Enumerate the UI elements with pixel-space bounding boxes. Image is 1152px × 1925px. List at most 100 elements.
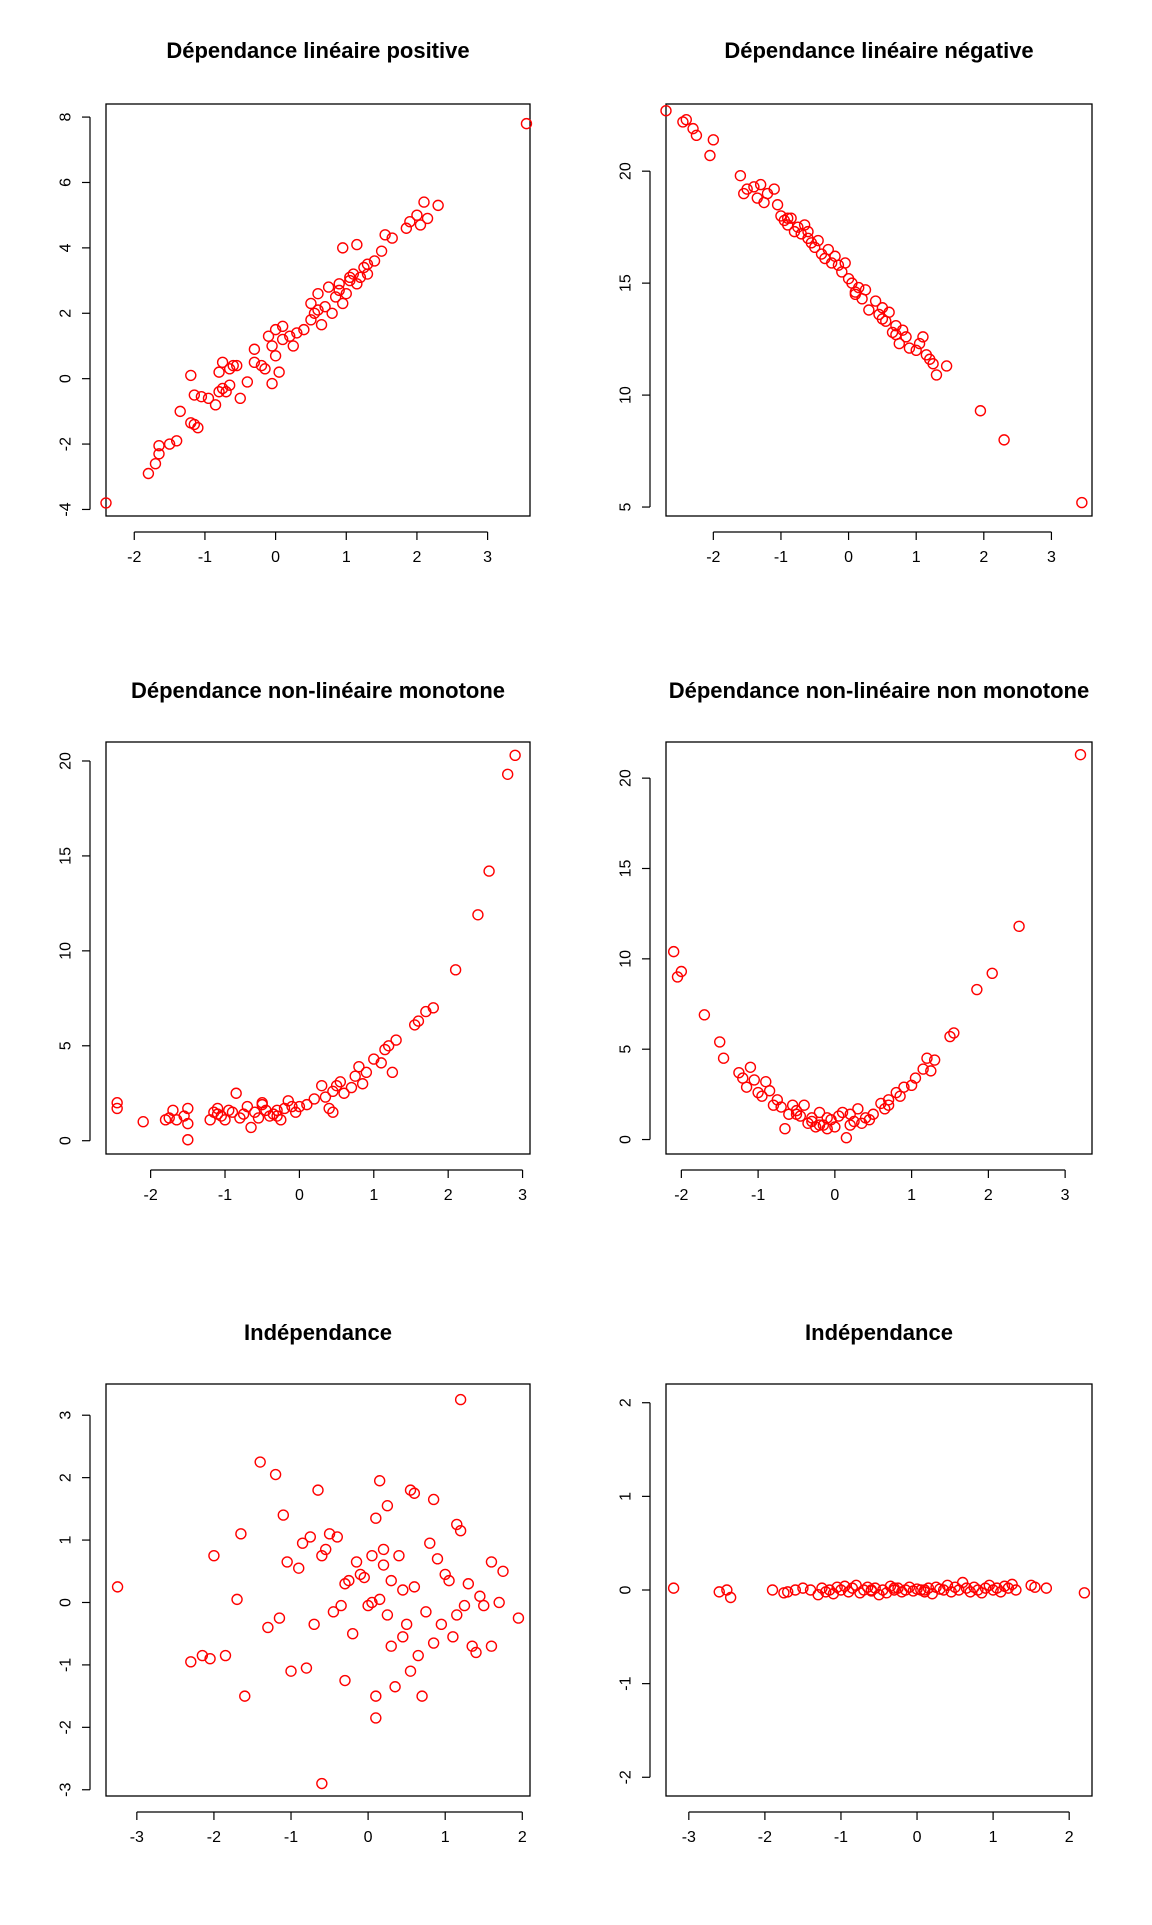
- scatter-point: [888, 1582, 900, 1594]
- scatter-point: [185, 369, 197, 382]
- x-tick-label: -2: [758, 1829, 772, 1846]
- scatter-point: [660, 105, 672, 117]
- scatter-point: [287, 340, 299, 352]
- scatter-point: [326, 307, 338, 319]
- scatter-point: [182, 1102, 194, 1115]
- y-tick-label: -1: [618, 1676, 635, 1690]
- scatter-point: [286, 1100, 298, 1113]
- scatter-point: [740, 1081, 753, 1093]
- scatter-point: [890, 1086, 902, 1099]
- scatter-point: [844, 1119, 856, 1131]
- scatter-point: [361, 258, 374, 270]
- y-tick-label: 0: [58, 1136, 75, 1145]
- scatter-point: [252, 1112, 265, 1124]
- scatter-point: [296, 1537, 309, 1549]
- panel-title: Dépendance non-linéaire monotone: [131, 678, 505, 703]
- scatter-point: [917, 331, 929, 343]
- panel-5: Indépendance -3 -2 -1 0 1 2 -3 -2 -1 0 1 2 3: [58, 1320, 531, 1846]
- x-tick-label: -2: [207, 1829, 221, 1846]
- scatter-point: [262, 1621, 274, 1634]
- scatter-point: [443, 1574, 455, 1587]
- scatter-point: [393, 1549, 405, 1562]
- scatter-point: [748, 1074, 760, 1086]
- scatter-point: [956, 1576, 969, 1589]
- scatter-point: [308, 307, 321, 319]
- scatter-point: [869, 295, 882, 307]
- scatter-point: [319, 1091, 332, 1103]
- panel-title: Dépendance linéaire positive: [166, 38, 469, 63]
- scatter-point: [343, 1574, 355, 1587]
- scatter-point: [249, 1106, 261, 1118]
- scatter-point: [289, 1106, 302, 1118]
- scatter-point: [256, 1098, 268, 1111]
- scatter-point: [940, 360, 953, 372]
- scatter-point: [687, 122, 699, 135]
- x-tick-label: -1: [218, 1187, 232, 1204]
- plot-frame: [105, 741, 531, 1155]
- scatter-point: [340, 287, 352, 300]
- scatter-point: [266, 340, 278, 352]
- scatter-point: [941, 1579, 954, 1592]
- scatter-point: [785, 212, 797, 224]
- y-tick-label: 2: [618, 1398, 635, 1407]
- scatter-point: [779, 1123, 791, 1135]
- scatter-point: [1076, 496, 1088, 509]
- scatter-point: [667, 1582, 680, 1594]
- scatter-point: [285, 1665, 297, 1677]
- scatter-point: [421, 212, 434, 225]
- scatter-point: [354, 1568, 367, 1581]
- scatter-point: [816, 1582, 828, 1594]
- scatter-point: [386, 1066, 399, 1079]
- scatter-point: [276, 320, 289, 333]
- scatter-point: [833, 1110, 845, 1122]
- scatter-point: [485, 1556, 498, 1568]
- scatter-point: [1010, 1584, 1022, 1596]
- scatter-point: [836, 1106, 849, 1119]
- scatter-point: [852, 1103, 864, 1115]
- scatter-point: [714, 1036, 726, 1048]
- scatter-point: [812, 1588, 824, 1601]
- scatter-point: [412, 1649, 424, 1662]
- scatter-point: [416, 1690, 428, 1702]
- scatter-point: [226, 1106, 239, 1118]
- scatter-point: [382, 1040, 395, 1052]
- y-tick-label: -3: [58, 1783, 75, 1797]
- scatter-point: [235, 1528, 247, 1540]
- scatter-point: [254, 1456, 266, 1468]
- scatter-point: [262, 330, 275, 342]
- scatter-point: [944, 1030, 956, 1043]
- x-tick-label: -1: [774, 549, 788, 566]
- scatter-point: [170, 435, 183, 447]
- scatter-point: [839, 1580, 851, 1592]
- scatter-point: [466, 1640, 478, 1652]
- scatter-point: [823, 1584, 836, 1596]
- scatter-point: [927, 358, 939, 370]
- scatter-point: [1074, 748, 1087, 761]
- panel-1: Dépendance linéaire positive -2 -1 0 1 2 3 -4 -2…: [58, 38, 533, 566]
- scatter-point: [408, 1487, 421, 1499]
- scatter-point: [211, 1108, 224, 1120]
- scatter-point: [910, 344, 922, 357]
- x-tick-label: -1: [198, 549, 212, 566]
- scatter-point: [248, 356, 261, 369]
- y-tick-label: 2: [58, 1473, 75, 1482]
- scatter-point: [385, 1640, 397, 1652]
- scatter-point: [509, 749, 521, 761]
- scatter-point: [792, 221, 804, 233]
- scatter-point: [331, 1531, 343, 1543]
- x-tick-label: 0: [830, 1187, 839, 1204]
- scatter-point: [202, 392, 215, 404]
- scatter-point: [216, 382, 229, 395]
- scatter-point: [431, 1553, 444, 1565]
- scatter-point: [675, 965, 688, 978]
- scatter-point: [844, 1108, 856, 1120]
- scatter-point: [451, 1518, 463, 1531]
- scatter-point: [752, 1086, 764, 1099]
- scatter-point: [293, 1562, 305, 1574]
- scatter-point: [412, 1015, 425, 1027]
- scatter-point: [276, 333, 289, 346]
- scatter-point: [734, 169, 747, 182]
- y-tick-label: 0: [618, 1135, 635, 1144]
- scatter-point: [373, 1475, 386, 1487]
- scatter-point: [859, 284, 872, 296]
